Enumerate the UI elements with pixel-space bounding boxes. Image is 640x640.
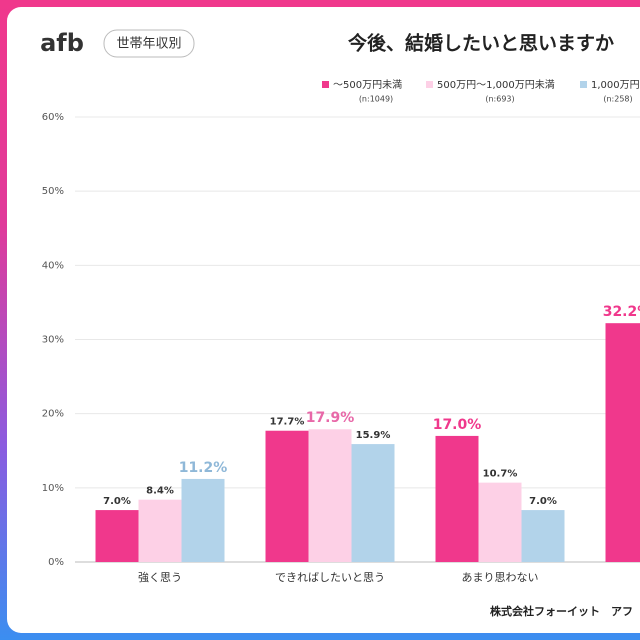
y-tick-label: 0% — [48, 557, 64, 568]
y-tick-label: 20% — [42, 409, 64, 420]
value-label: 11.2% — [179, 460, 228, 476]
legend-n: (n:693) — [485, 95, 514, 104]
value-label: 7.0% — [103, 496, 131, 507]
badge: 世帯年収別 — [116, 37, 181, 52]
bar — [181, 478, 225, 562]
bar — [521, 510, 565, 562]
legend-label: 〜500万円未満 — [333, 79, 402, 91]
y-tick-label: 40% — [42, 260, 64, 271]
legend-label: 500万円〜1,000万円未満 — [437, 79, 555, 91]
badge-box — [103, 29, 195, 58]
value-label: 32.2% — [603, 304, 640, 320]
value-label: 15.9% — [356, 430, 391, 441]
footer: 株式会社フォーイット アフ — [490, 604, 633, 618]
value-label: 17.9% — [306, 410, 355, 426]
y-tick-label: 60% — [42, 112, 64, 123]
x-tick-label: あまり思わない — [462, 571, 539, 584]
chart-title: 今後、結婚したいと思いますか — [347, 32, 614, 55]
card: afb 世帯年収別 今後、結婚したいと思いますか 株式会社フォーイット アフ 0… — [7, 7, 640, 633]
bar — [265, 430, 309, 562]
y-tick-label: 30% — [42, 335, 64, 346]
bar — [478, 482, 522, 562]
value-label: 7.0% — [529, 496, 557, 507]
legend-n: (n:258) — [603, 95, 632, 104]
value-label: 17.7% — [270, 417, 305, 428]
value-label: 17.0% — [433, 417, 482, 433]
bar — [138, 499, 182, 562]
x-tick-label: 強く思う — [138, 571, 182, 584]
legend-n: (n:1049) — [359, 95, 393, 104]
x-tick-label: できればしたいと思う — [275, 571, 385, 584]
legend-swatch — [580, 81, 587, 88]
y-tick-label: 10% — [42, 483, 64, 494]
legend-swatch — [426, 81, 433, 88]
bar — [435, 435, 479, 562]
bar — [351, 444, 395, 562]
value-label: 8.4% — [146, 486, 174, 497]
legend-label: 1,000万円 — [591, 80, 640, 91]
bar — [95, 510, 139, 562]
chart: afb 世帯年収別 今後、結婚したいと思いますか 株式会社フォーイット アフ 0… — [40, 29, 640, 618]
bar — [605, 323, 640, 562]
bar — [308, 429, 352, 562]
value-label: 10.7% — [483, 469, 518, 480]
legend-swatch — [322, 81, 329, 88]
y-tick-label: 50% — [42, 186, 64, 197]
logo: afb — [40, 29, 84, 57]
